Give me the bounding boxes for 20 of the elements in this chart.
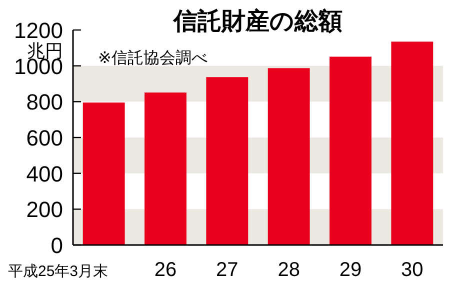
x-tick-label: 30 <box>401 259 424 281</box>
bar <box>268 68 310 245</box>
bar <box>391 42 434 245</box>
x-tick-label: 27 <box>216 259 238 281</box>
y-tick-label: 1200 <box>14 18 63 43</box>
y-tick-label: 400 <box>26 161 63 186</box>
y-tick-label: 0 <box>50 233 63 258</box>
x-tick-label: 平成25年3月末 <box>8 263 108 280</box>
chart-title: 信託財産の総額 <box>172 8 342 35</box>
y-tick-label: 200 <box>26 197 63 222</box>
bar <box>330 56 372 245</box>
y-tick-label: 800 <box>26 90 63 115</box>
annotation: ※信託協会調べ <box>98 49 208 67</box>
x-tick-label: 28 <box>278 259 300 281</box>
y-tick-label: 600 <box>26 126 63 150</box>
bar <box>82 102 125 245</box>
bar <box>144 92 186 245</box>
x-tick-label: 29 <box>339 259 362 281</box>
bar <box>206 77 248 245</box>
x-tick-label: 26 <box>154 259 177 281</box>
